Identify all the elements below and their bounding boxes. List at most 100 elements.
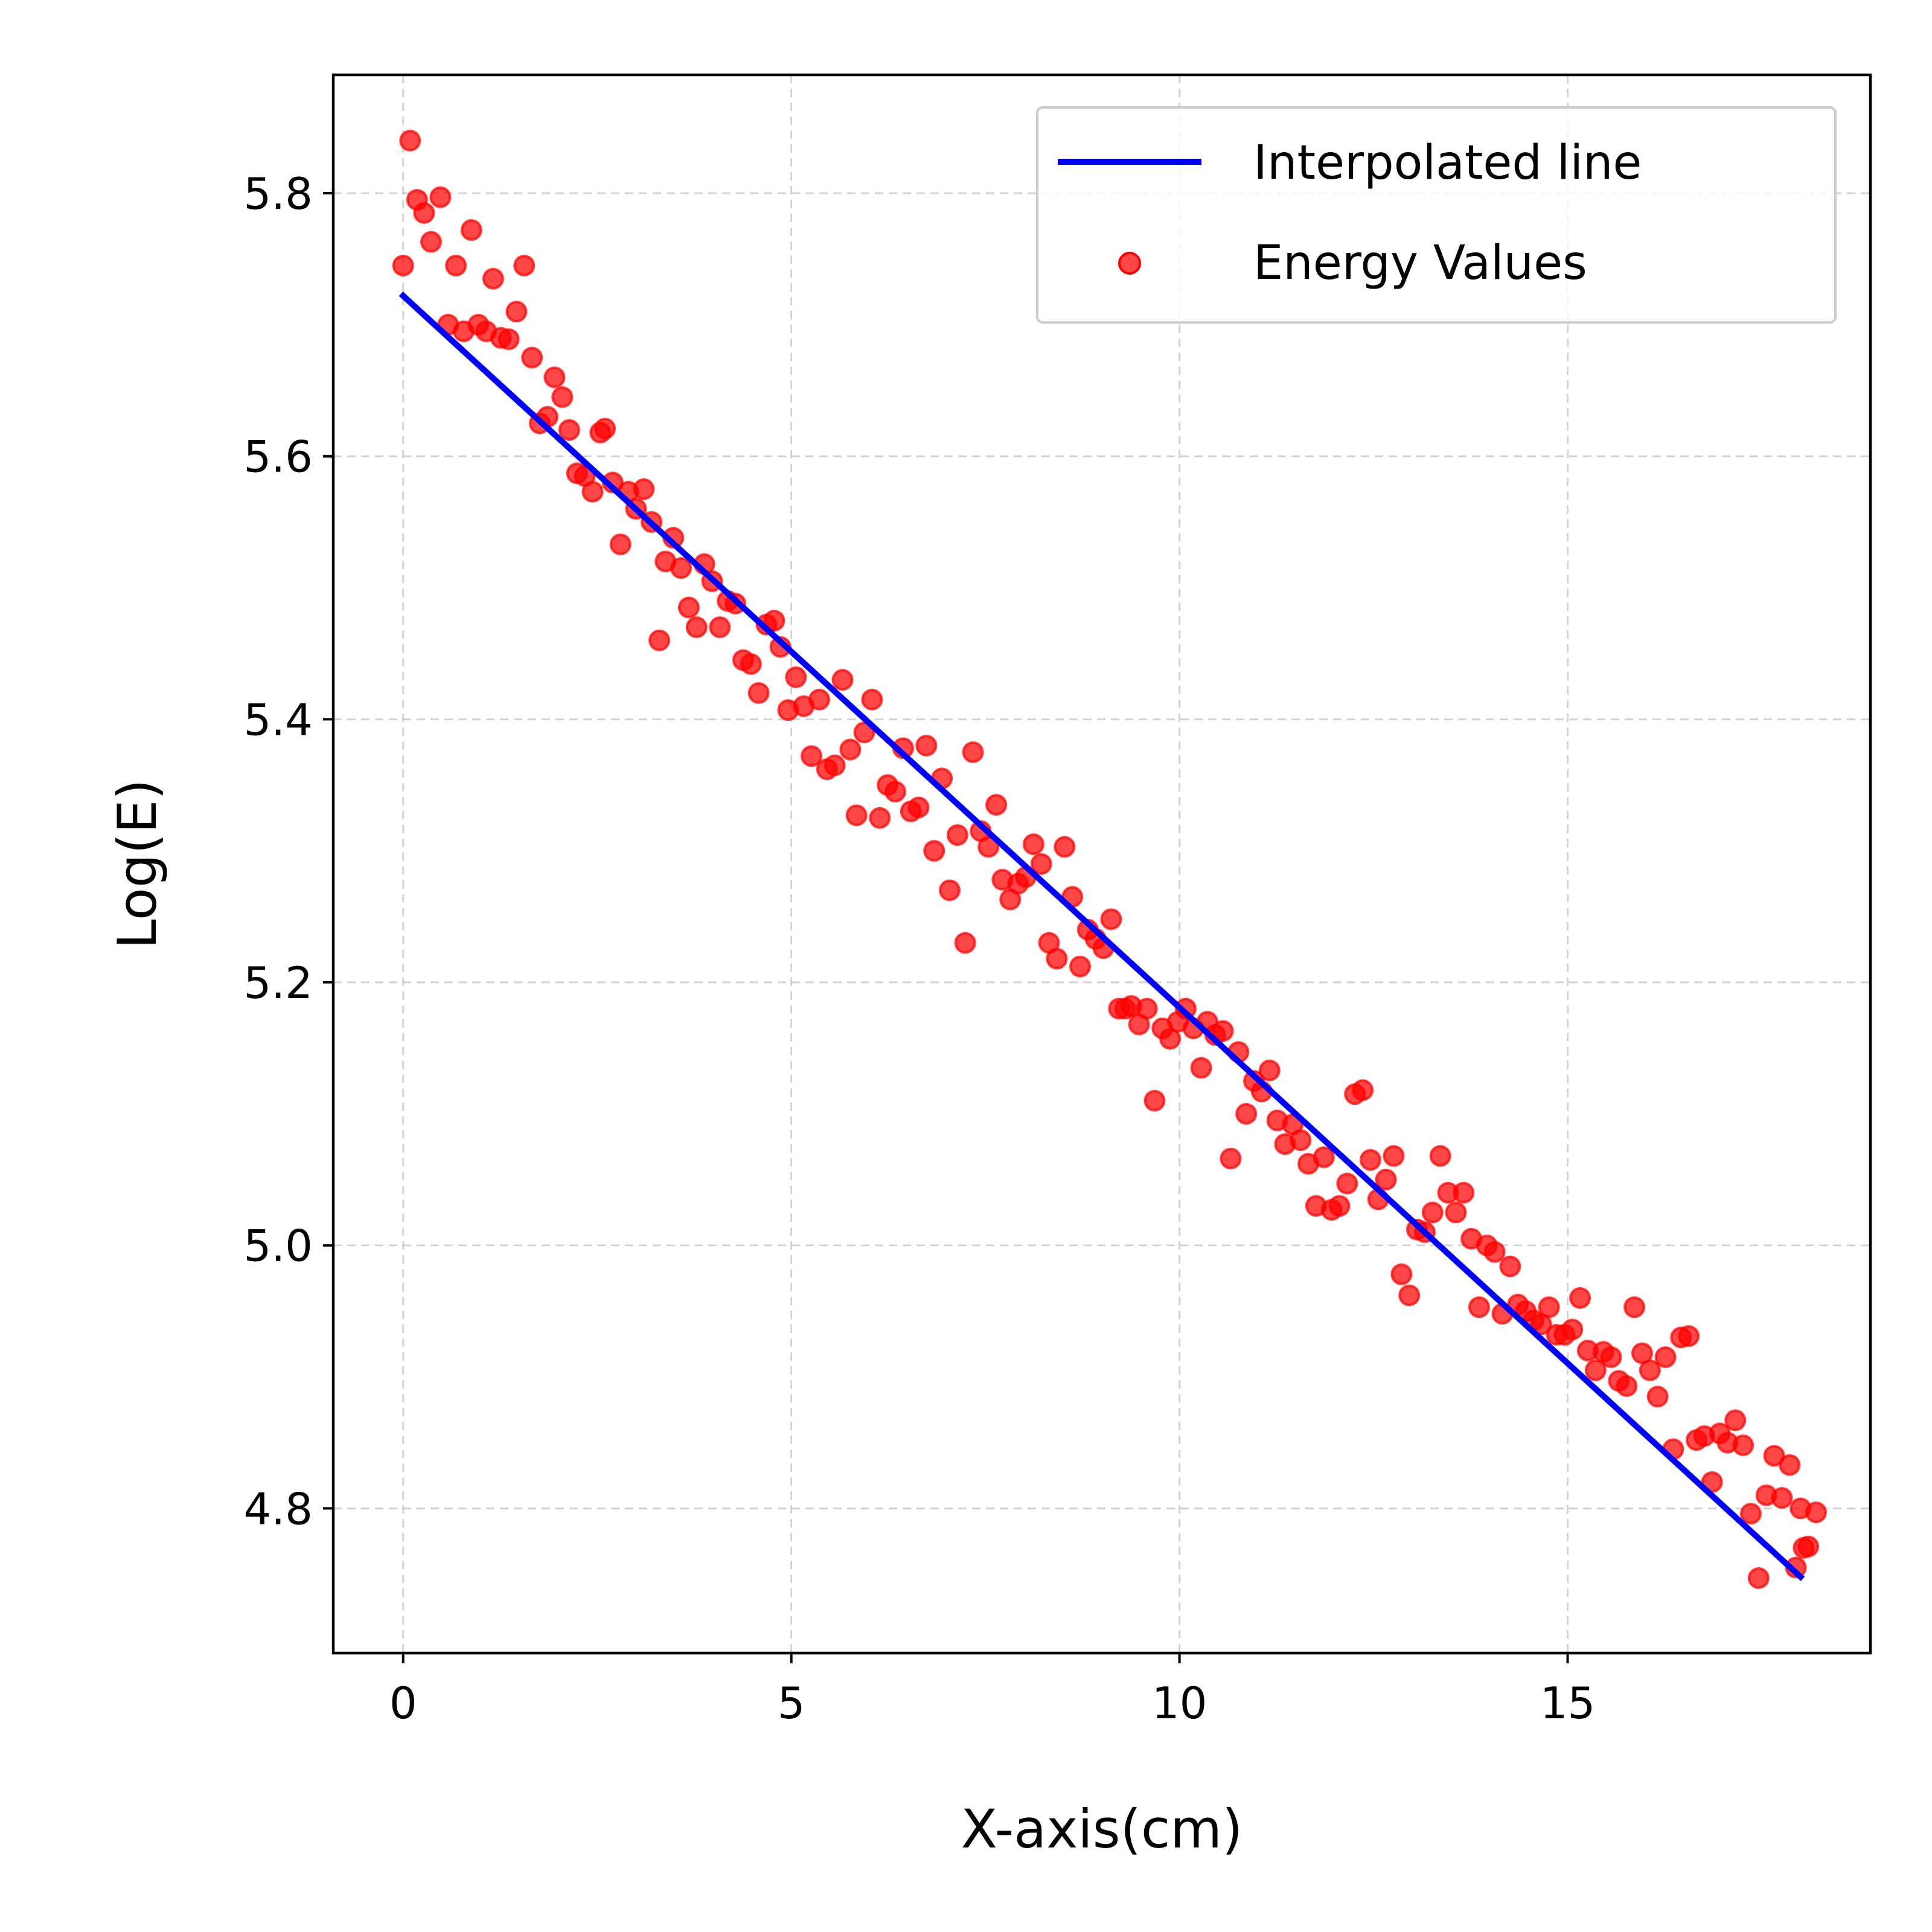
energy-value-point — [1235, 1102, 1258, 1125]
energy-value-point — [1174, 997, 1197, 1020]
energy-value-point — [594, 417, 616, 440]
energy-value-point — [938, 879, 961, 901]
energy-value-point — [1375, 1168, 1397, 1191]
energy-value-point — [1569, 1287, 1591, 1309]
energy-value-point — [1336, 1172, 1358, 1195]
legend-point-swatch — [1118, 252, 1141, 275]
energy-value-point — [845, 804, 868, 827]
energy-value-point — [513, 254, 536, 277]
energy-value-point — [861, 688, 883, 711]
energy-value-point — [1499, 1255, 1521, 1278]
energy-value-point — [853, 721, 875, 744]
energy-value-point — [609, 533, 632, 555]
energy-value-point — [740, 653, 762, 675]
energy-value-point — [1383, 1145, 1405, 1167]
axis-ticks: 0 5 10 15 4.8 5.0 5.2 5.4 5.6 5.8 — [243, 168, 1595, 1729]
energy-value-point — [399, 129, 421, 152]
energy-value-point — [551, 386, 574, 408]
energy-value-point — [747, 682, 770, 704]
energy-value-point — [1600, 1346, 1622, 1368]
energy-value-point — [1538, 1296, 1560, 1319]
energy-value-point — [482, 267, 504, 290]
energy-value-point — [1639, 1359, 1661, 1381]
legend: Interpolated line Energy Values — [1036, 106, 1837, 324]
energy-value-point — [1646, 1386, 1669, 1408]
energy-value-point — [1623, 1296, 1646, 1319]
energy-value-point — [923, 840, 945, 862]
energy-value-point — [709, 616, 731, 638]
interpolated-line — [398, 291, 1805, 1581]
energy-value-point — [839, 738, 862, 761]
energy-value-point — [1747, 1567, 1770, 1589]
energy-value-point — [1398, 1284, 1421, 1307]
energy-value-point — [763, 610, 785, 632]
energy-value-point — [1805, 1501, 1827, 1523]
energy-value-point — [677, 597, 700, 619]
energy-value-point — [670, 557, 693, 579]
energy-value-point — [1732, 1434, 1754, 1456]
legend-label-interpolated-line: Interpolated line — [1253, 136, 1642, 190]
energy-value-point — [824, 754, 846, 776]
energy-value-point — [1390, 1263, 1413, 1285]
y-tick-label: 5.6 — [243, 432, 313, 482]
energy-value-point — [946, 824, 968, 846]
energy-value-point — [1352, 1079, 1374, 1101]
y-tick-label: 5.0 — [243, 1221, 313, 1271]
energy-value-point — [648, 629, 671, 651]
energy-value-point — [1290, 1129, 1312, 1151]
energy-value-point — [1022, 833, 1044, 856]
energy-value-point — [1030, 853, 1052, 875]
energy-value-point — [869, 807, 891, 829]
energy-value-point — [1313, 1146, 1335, 1168]
energy-value-point — [460, 219, 482, 242]
energy-value-point — [413, 202, 435, 224]
energy-value-point — [985, 793, 1008, 816]
x-tick-label: 15 — [1540, 1678, 1596, 1729]
energy-value-point — [1100, 908, 1122, 930]
energy-value-point — [884, 781, 906, 803]
energy-value-point — [808, 688, 830, 711]
energy-value-point — [1771, 1486, 1793, 1509]
energy-value-point — [1328, 1195, 1351, 1217]
energy-value-point — [1212, 1020, 1234, 1042]
energy-value-point — [1453, 1182, 1475, 1204]
energy-value-point — [1468, 1296, 1490, 1319]
energy-value-point — [1190, 1057, 1212, 1079]
energy-value-point — [1584, 1359, 1607, 1381]
energy-value-point — [1136, 997, 1158, 1020]
energy-value-point — [1797, 1535, 1820, 1558]
energy-value-point — [1069, 955, 1091, 977]
energy-value-point — [445, 254, 467, 277]
energy-value-point — [1678, 1325, 1700, 1348]
energy-value-point — [831, 669, 854, 691]
energy-value-point — [685, 616, 708, 638]
y-tick-label: 5.8 — [243, 168, 313, 219]
energy-value-point — [521, 347, 543, 369]
energy-value-point — [1046, 947, 1068, 970]
energy-value-point — [1763, 1445, 1785, 1467]
x-axis-title: X-axis(cm) — [961, 1798, 1243, 1860]
energy-value-point — [915, 734, 938, 756]
energy-value-point — [1220, 1147, 1242, 1169]
energy-value-point — [1724, 1409, 1747, 1431]
energy-value-point — [543, 366, 566, 389]
energy-value-point — [1483, 1241, 1506, 1263]
x-tick-label: 10 — [1152, 1678, 1208, 1729]
legend-box — [1036, 106, 1837, 324]
energy-value-point — [1144, 1090, 1166, 1112]
energy-value-point — [907, 796, 930, 819]
x-tick-label: 5 — [778, 1678, 805, 1729]
energy-value-point — [1561, 1319, 1584, 1341]
energy-value-point — [1421, 1201, 1444, 1224]
energy-value-point — [801, 745, 823, 767]
energy-value-point — [505, 301, 528, 323]
energy-value-point — [954, 932, 976, 954]
energy-value-point — [497, 328, 520, 350]
energy-value-point — [1739, 1503, 1762, 1525]
y-tick-label: 4.8 — [243, 1483, 313, 1534]
plot-area — [392, 129, 1827, 1589]
energy-value-point — [977, 836, 1000, 858]
energy-value-point — [633, 478, 655, 501]
energy-value-point — [1779, 1454, 1801, 1476]
